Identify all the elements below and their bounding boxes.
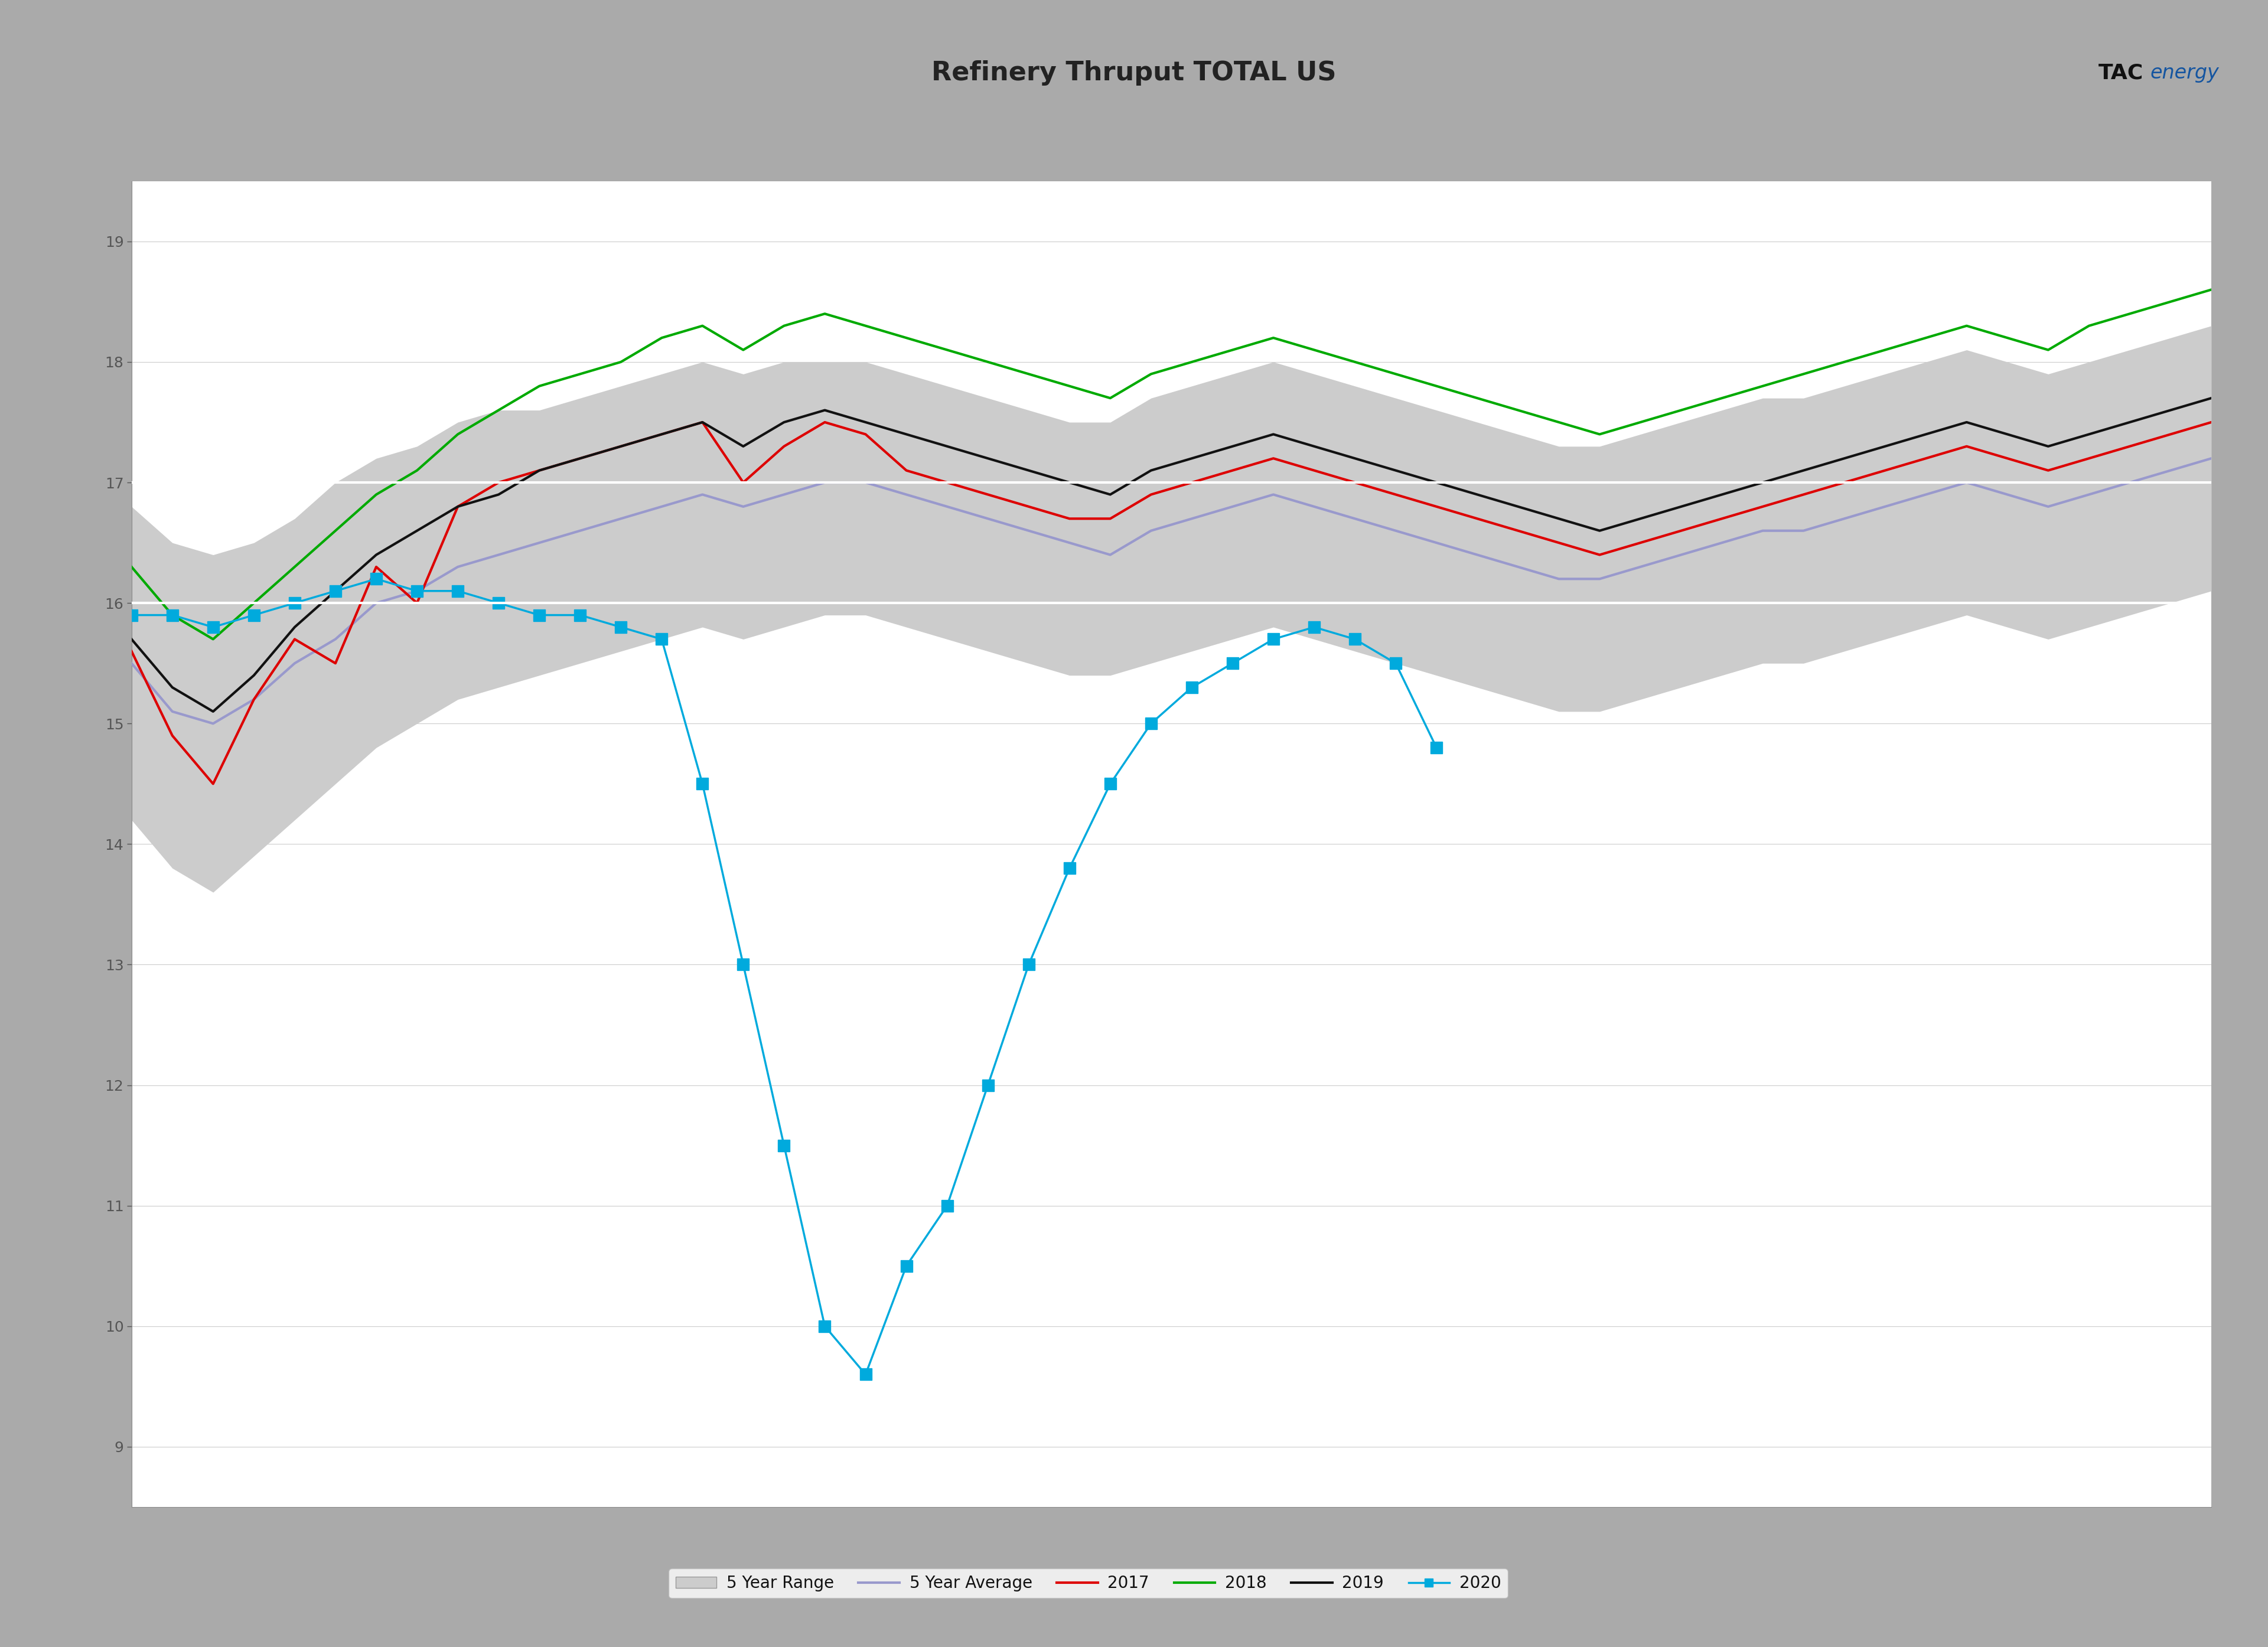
Legend: 5 Year Range, 5 Year Average, 2017, 2018, 2019, 2020: 5 Year Range, 5 Year Average, 2017, 2018… bbox=[669, 1568, 1508, 1598]
Text: TAC: TAC bbox=[2098, 63, 2143, 82]
Text: energy: energy bbox=[2150, 63, 2218, 82]
Text: Refinery Thruput TOTAL US: Refinery Thruput TOTAL US bbox=[932, 59, 1336, 86]
